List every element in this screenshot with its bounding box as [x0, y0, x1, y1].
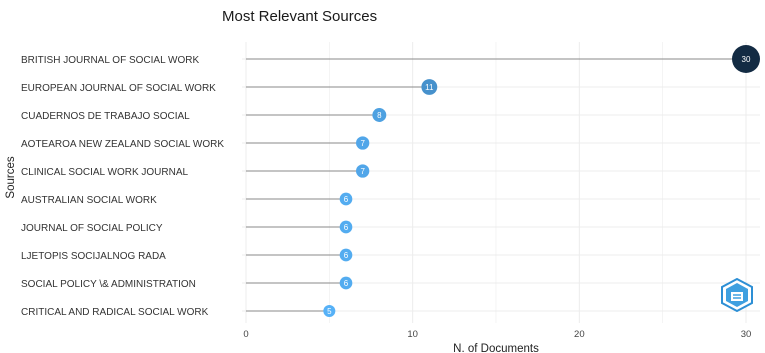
lollipop-point: [339, 248, 353, 262]
category-label: LJETOPIS SOCIJALNOG RADA: [21, 251, 166, 262]
lollipop-point: [372, 108, 387, 122]
category-label: CLINICAL SOCIAL WORK JOURNAL: [21, 167, 189, 178]
category-label: CUADERNOS DE TRABAJO SOCIAL: [21, 111, 190, 122]
lollipop-point: [339, 192, 353, 206]
x-tick-label: 30: [741, 329, 752, 340]
x-tick-label: 0: [243, 329, 248, 340]
data-label: 6: [344, 279, 349, 288]
lollipop-point: [356, 164, 370, 178]
lollipop-point: [339, 276, 353, 290]
category-label: AOTEAROA NEW ZEALAND SOCIAL WORK: [21, 139, 224, 150]
category-label: CRITICAL AND RADICAL SOCIAL WORK: [21, 307, 209, 318]
chart-title: Most Relevant Sources: [222, 8, 378, 25]
data-label: 7: [360, 167, 365, 176]
data-label: 5: [327, 307, 332, 316]
lollipop-point: [356, 136, 370, 150]
lollipop-point: [339, 220, 353, 234]
category-label: SOCIAL POLICY \& ADMINISTRATION: [21, 279, 196, 290]
category-label: EUROPEAN JOURNAL OF SOCIAL WORK: [21, 83, 216, 94]
x-tick-label: 20: [574, 329, 585, 340]
x-tick-label: 10: [407, 329, 418, 340]
data-label: 11: [425, 83, 434, 92]
category-label: BRITISH JOURNAL OF SOCIAL WORK: [21, 55, 199, 66]
category-label: AUSTRALIAN SOCIAL WORK: [21, 195, 157, 206]
data-label: 30: [742, 55, 751, 64]
lollipop-point: [732, 45, 760, 73]
lollipop-point: [323, 305, 336, 317]
category-label: JOURNAL OF SOCIAL POLICY: [21, 223, 163, 234]
lollipop-point: [421, 79, 438, 95]
data-label: 8: [377, 111, 382, 120]
data-label: 6: [344, 251, 349, 260]
data-label: 6: [344, 195, 349, 204]
x-axis-title: N. of Documents: [453, 343, 539, 353]
data-label: 7: [360, 139, 365, 148]
bibliometrix-logo: [721, 278, 753, 312]
y-axis-title: Sources: [5, 156, 17, 198]
data-label: 6: [344, 223, 349, 232]
